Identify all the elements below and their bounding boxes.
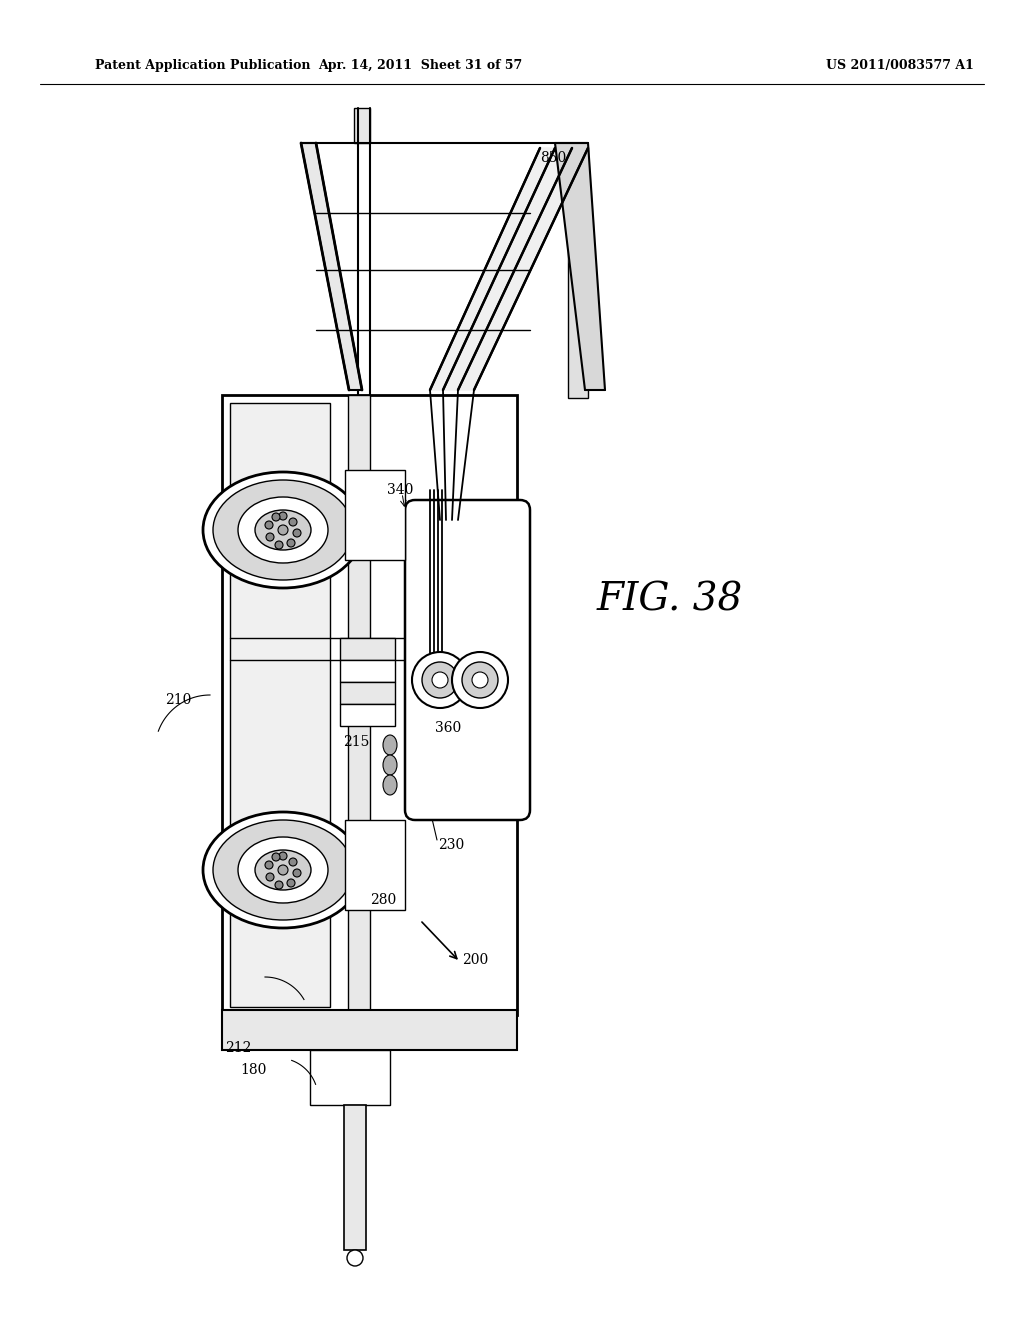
Ellipse shape xyxy=(383,775,397,795)
Text: 200: 200 xyxy=(462,953,488,968)
Circle shape xyxy=(278,865,288,875)
Text: 340: 340 xyxy=(387,483,414,498)
Text: 212: 212 xyxy=(225,1041,251,1055)
Text: 215: 215 xyxy=(343,735,370,748)
Ellipse shape xyxy=(383,735,397,755)
Circle shape xyxy=(278,525,288,535)
Ellipse shape xyxy=(238,837,328,903)
Bar xyxy=(340,704,395,726)
Text: 230: 230 xyxy=(438,838,464,851)
Circle shape xyxy=(462,663,498,698)
Ellipse shape xyxy=(238,498,328,564)
Bar xyxy=(348,395,370,1015)
Circle shape xyxy=(472,672,488,688)
Circle shape xyxy=(265,521,273,529)
Circle shape xyxy=(289,858,297,866)
Bar xyxy=(222,1010,517,1049)
Circle shape xyxy=(293,869,301,876)
Polygon shape xyxy=(555,143,605,389)
Circle shape xyxy=(266,533,274,541)
Circle shape xyxy=(279,512,287,520)
Bar xyxy=(340,660,395,682)
Bar xyxy=(340,638,395,660)
Circle shape xyxy=(266,873,274,880)
Circle shape xyxy=(289,517,297,525)
Bar xyxy=(345,470,406,560)
Text: FIG. 38: FIG. 38 xyxy=(597,582,743,619)
Circle shape xyxy=(452,652,508,708)
Circle shape xyxy=(347,1250,362,1266)
Circle shape xyxy=(287,879,295,887)
Circle shape xyxy=(422,663,458,698)
Bar xyxy=(345,820,406,909)
Polygon shape xyxy=(301,143,362,389)
Circle shape xyxy=(272,853,280,861)
Text: 360: 360 xyxy=(435,721,461,735)
Bar xyxy=(230,403,330,1007)
Ellipse shape xyxy=(255,850,311,890)
Circle shape xyxy=(272,513,280,521)
Ellipse shape xyxy=(213,820,353,920)
Text: 210: 210 xyxy=(165,693,191,708)
Text: Apr. 14, 2011  Sheet 31 of 57: Apr. 14, 2011 Sheet 31 of 57 xyxy=(317,58,522,71)
Ellipse shape xyxy=(213,480,353,579)
Circle shape xyxy=(287,539,295,546)
Circle shape xyxy=(279,851,287,861)
Ellipse shape xyxy=(203,473,362,587)
Circle shape xyxy=(412,652,468,708)
FancyBboxPatch shape xyxy=(406,500,530,820)
Text: Patent Application Publication: Patent Application Publication xyxy=(95,58,310,71)
Bar xyxy=(354,108,370,143)
Bar xyxy=(344,1105,366,1250)
Text: US 2011/0083577 A1: US 2011/0083577 A1 xyxy=(826,58,974,71)
Text: 180: 180 xyxy=(240,1063,266,1077)
Ellipse shape xyxy=(255,510,311,550)
Circle shape xyxy=(432,672,449,688)
Text: 850: 850 xyxy=(540,150,566,165)
Bar xyxy=(568,148,588,399)
Circle shape xyxy=(265,861,273,869)
Ellipse shape xyxy=(203,812,362,928)
Bar xyxy=(310,1049,390,1105)
Ellipse shape xyxy=(383,755,397,775)
Circle shape xyxy=(275,880,283,888)
Circle shape xyxy=(293,529,301,537)
Circle shape xyxy=(275,541,283,549)
Bar xyxy=(340,682,395,704)
Polygon shape xyxy=(430,148,588,389)
Bar xyxy=(222,395,517,1015)
Text: 280: 280 xyxy=(370,894,396,907)
